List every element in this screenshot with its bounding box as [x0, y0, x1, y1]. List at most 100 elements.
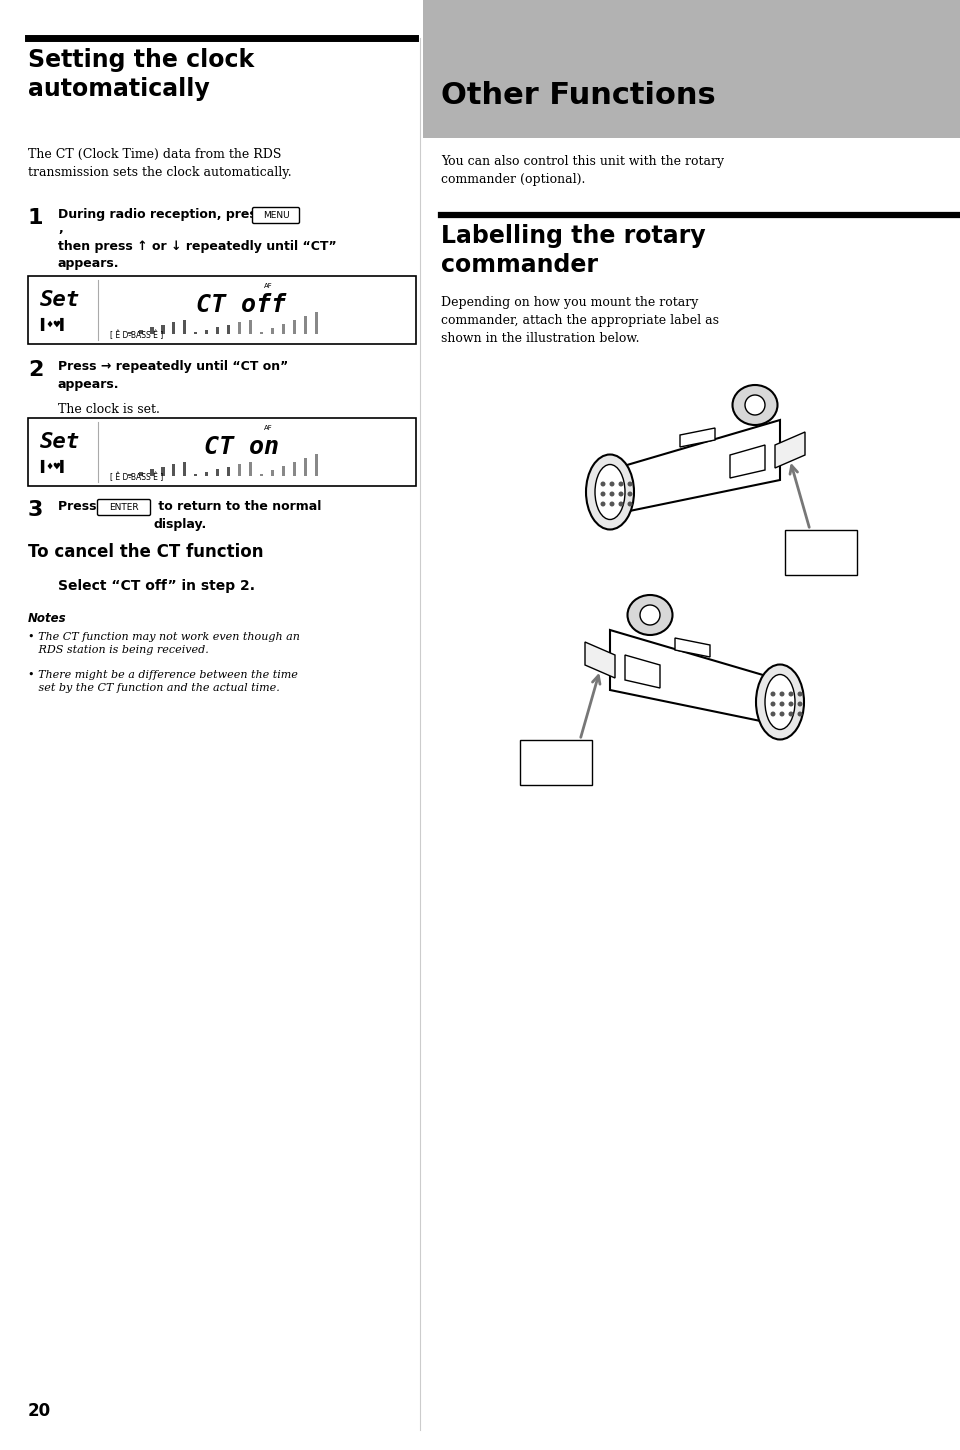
Text: SOUND: SOUND	[538, 776, 574, 786]
Circle shape	[618, 492, 623, 496]
Text: Depending on how you mount the rotary
commander, attach the appropriate label as: Depending on how you mount the rotary co…	[441, 296, 719, 345]
Bar	[238, 464, 241, 476]
Text: Labelling the rotary
commander: Labelling the rotary commander	[441, 223, 706, 277]
Bar	[128, 474, 132, 476]
Bar	[249, 319, 252, 334]
Text: MODE: MODE	[541, 763, 571, 773]
Text: ▌♦♥▌: ▌♦♥▌	[40, 319, 67, 332]
Text: Set: Set	[40, 290, 80, 310]
Circle shape	[610, 502, 614, 506]
Text: The clock is set.: The clock is set.	[58, 403, 160, 416]
Polygon shape	[675, 638, 710, 657]
Circle shape	[618, 502, 623, 506]
Circle shape	[628, 502, 633, 506]
Text: To cancel the CT function: To cancel the CT function	[28, 542, 263, 561]
Text: [ Ê D-BASS Ê ]: [ Ê D-BASS Ê ]	[110, 331, 163, 339]
Ellipse shape	[756, 664, 804, 740]
Bar	[227, 467, 230, 476]
Bar	[249, 461, 252, 476]
Bar	[183, 319, 186, 334]
Text: Other Functions: Other Functions	[441, 81, 716, 110]
Text: Press: Press	[58, 500, 101, 513]
Bar	[139, 471, 143, 476]
Circle shape	[798, 712, 803, 716]
Bar	[139, 329, 143, 334]
Text: AF: AF	[264, 425, 273, 431]
Text: Set: Set	[40, 432, 80, 452]
Text: 2: 2	[28, 360, 43, 380]
Bar	[216, 468, 219, 476]
Circle shape	[780, 692, 784, 696]
Text: ▌♦♥▌: ▌♦♥▌	[40, 461, 67, 474]
Polygon shape	[680, 428, 715, 447]
Text: Select “CT off” in step 2.: Select “CT off” in step 2.	[58, 579, 255, 593]
Circle shape	[640, 605, 660, 625]
Text: to return to the normal
display.: to return to the normal display.	[154, 500, 322, 531]
Text: During radio reception, press: During radio reception, press	[58, 207, 269, 220]
Bar	[282, 323, 285, 334]
Bar	[161, 467, 165, 476]
Bar	[216, 328, 219, 334]
Bar	[172, 322, 175, 334]
Polygon shape	[610, 629, 780, 725]
Ellipse shape	[765, 674, 795, 729]
Bar	[194, 332, 197, 334]
Circle shape	[610, 492, 614, 496]
Text: CT on: CT on	[204, 435, 279, 458]
Bar	[304, 316, 307, 334]
Circle shape	[618, 481, 623, 487]
Bar	[227, 325, 230, 334]
Circle shape	[610, 481, 614, 487]
Bar	[28, 418, 416, 486]
Bar	[150, 328, 154, 334]
Text: 1: 1	[28, 207, 43, 228]
Bar	[194, 474, 197, 476]
Circle shape	[798, 702, 803, 706]
Text: Notes: Notes	[28, 612, 66, 625]
Circle shape	[601, 492, 606, 496]
Polygon shape	[625, 655, 660, 687]
Bar	[304, 458, 307, 476]
Text: DSPL: DSPL	[543, 750, 568, 760]
Circle shape	[601, 502, 606, 506]
Circle shape	[745, 394, 765, 415]
FancyBboxPatch shape	[252, 207, 300, 223]
Bar	[260, 474, 263, 476]
FancyBboxPatch shape	[98, 499, 151, 516]
Bar	[315, 454, 318, 476]
Circle shape	[780, 702, 784, 706]
Text: DSPL: DSPL	[808, 566, 833, 576]
Polygon shape	[585, 642, 615, 679]
Text: MODE: MODE	[806, 552, 836, 563]
Bar	[150, 468, 154, 476]
Bar	[238, 322, 241, 334]
Circle shape	[771, 692, 776, 696]
Bar	[423, 0, 960, 138]
Bar	[785, 531, 857, 576]
Bar	[128, 332, 132, 334]
Bar	[271, 470, 274, 476]
Circle shape	[780, 712, 784, 716]
Circle shape	[771, 712, 776, 716]
Ellipse shape	[732, 386, 778, 425]
Bar	[520, 740, 592, 784]
Polygon shape	[730, 445, 765, 478]
Circle shape	[628, 481, 633, 487]
Bar	[282, 465, 285, 476]
Text: CT off: CT off	[197, 293, 286, 316]
Text: 20: 20	[28, 1402, 51, 1420]
Circle shape	[628, 492, 633, 496]
Circle shape	[788, 702, 794, 706]
Bar	[205, 329, 208, 334]
Bar	[183, 461, 186, 476]
Text: [ Ê D-BASS Ê ]: [ Ê D-BASS Ê ]	[110, 473, 163, 481]
Text: Setting the clock
automatically: Setting the clock automatically	[28, 48, 254, 100]
Circle shape	[788, 712, 794, 716]
Bar	[161, 325, 165, 334]
Text: AF: AF	[264, 283, 273, 289]
Bar	[315, 312, 318, 334]
Text: SOUND: SOUND	[804, 539, 839, 550]
Text: • There might be a difference between the time
   set by the CT function and the: • There might be a difference between th…	[28, 670, 298, 693]
Text: ENTER: ENTER	[109, 503, 139, 512]
Text: 3: 3	[28, 500, 43, 521]
